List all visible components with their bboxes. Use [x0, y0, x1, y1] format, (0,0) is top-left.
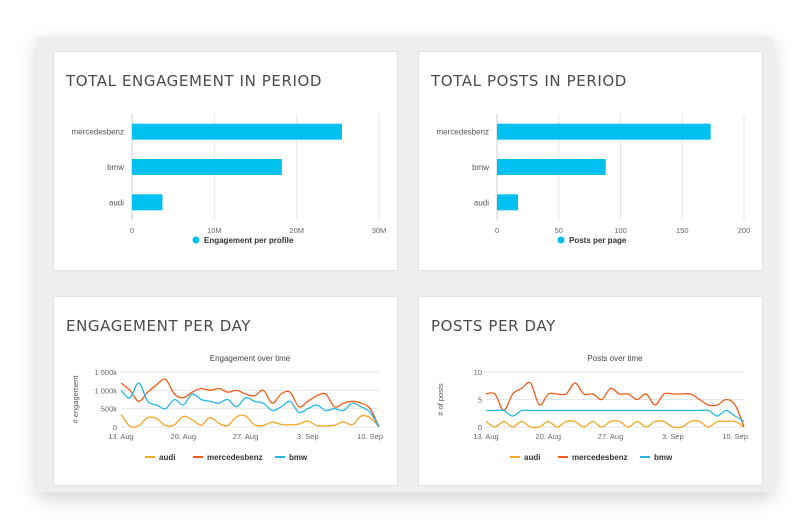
engagement-line-chart: Engagement over time 0 500k 1 000k 1 500k # e…	[71, 354, 383, 462]
x-tick-label: 27. Aug	[233, 432, 258, 441]
total-posts-panel: TOTAL POSTS IN PERIOD 0 50 100 150 200 merced…	[418, 51, 763, 271]
series-line-mercedesbenz	[120, 378, 380, 428]
legend-marker	[557, 236, 565, 244]
legend-marker	[192, 236, 200, 244]
x-tick-label: 100	[614, 226, 627, 235]
legend-label: bmw	[654, 453, 673, 462]
x-tick-label: 10. Sep	[357, 432, 383, 441]
legend-label: Engagement per profile	[204, 236, 294, 245]
bar	[132, 123, 342, 140]
posts-line-chart: Posts over time 0 5 10 # of posts 13. Aug 20. …	[436, 354, 748, 462]
legend-label: bmw	[289, 453, 308, 462]
category-label: audi	[109, 198, 124, 207]
category-label: bmw	[472, 163, 489, 172]
legend-label: mercedesbenz	[572, 453, 628, 462]
x-tick-label: 13. Aug	[473, 432, 498, 441]
engagement-bar-chart: 0 10M 20M 30M mercedesbenz bmw audi Engagement …	[72, 114, 387, 245]
x-tick-label: 3. Sep	[297, 432, 319, 441]
legend-label: mercedesbenz	[207, 453, 263, 462]
bar	[497, 159, 606, 175]
legend-label: audi	[159, 453, 175, 462]
legend-label: audi	[524, 453, 540, 462]
bar	[497, 123, 711, 140]
posts-bar-chart: 0 50 100 150 200 mercedesbenz bmw audi Posts per…	[437, 114, 751, 245]
category-label: bmw	[107, 163, 124, 172]
x-tick-label: 20M	[289, 226, 304, 235]
series-line-audi	[485, 420, 745, 429]
bar	[132, 194, 163, 211]
y-tick-label: 500k	[101, 405, 118, 414]
x-tick-label: 200	[738, 226, 751, 235]
x-tick-label: 0	[130, 226, 134, 235]
category-label: mercedesbenz	[437, 128, 489, 137]
y-axis-label: # of posts	[436, 383, 445, 416]
y-tick-label: 0	[113, 423, 117, 432]
x-tick-label: 10. Sep	[722, 432, 748, 441]
series-line-mercedesbenz	[485, 381, 745, 428]
y-tick-label: 0	[478, 423, 482, 432]
category-label: audi	[474, 198, 489, 207]
x-tick-label: 13. Aug	[108, 432, 133, 441]
x-tick-label: 3. Sep	[662, 432, 684, 441]
category-label: mercedesbenz	[72, 128, 124, 137]
x-tick-label: 10M	[207, 226, 222, 235]
panel-title: ENGAGEMENT PER DAY	[66, 317, 252, 335]
panel-title: TOTAL POSTS IN PERIOD	[431, 72, 627, 90]
bar	[132, 159, 282, 175]
total-engagement-panel: TOTAL ENGAGEMENT IN PERIOD 0 10M 20M 30M mer…	[53, 51, 398, 271]
y-tick-label: 1 000k	[94, 386, 117, 395]
posts-per-day-panel: POSTS PER DAY Posts over time 0 5 10 # of po…	[418, 296, 763, 486]
panel-title: TOTAL ENGAGEMENT IN PERIOD	[66, 72, 323, 90]
x-tick-label: 27. Aug	[598, 432, 623, 441]
bar	[497, 194, 518, 211]
chart-title: Engagement over time	[210, 354, 291, 363]
series-line-bmw	[120, 382, 380, 428]
engagement-per-day-panel: ENGAGEMENT PER DAY Engagement over time 0…	[53, 296, 398, 486]
y-tick-label: 10	[474, 368, 482, 377]
chart-title: Posts over time	[587, 354, 643, 363]
panel-title: POSTS PER DAY	[431, 317, 556, 335]
series-line-bmw	[485, 409, 745, 423]
x-tick-label: 0	[495, 226, 499, 235]
series-line-audi	[120, 413, 380, 428]
x-tick-label: 50	[555, 226, 563, 235]
x-tick-label: 20. Aug	[536, 432, 561, 441]
legend-label: Posts per page	[569, 236, 627, 245]
x-tick-label: 150	[676, 226, 689, 235]
y-tick-label: 5	[478, 396, 482, 405]
x-tick-label: 20. Aug	[171, 432, 196, 441]
dashboard: TOTAL ENGAGEMENT IN PERIOD 0 10M 20M 30M mer…	[37, 37, 773, 492]
x-tick-label: 30M	[372, 226, 387, 235]
y-axis-label: # engagement	[71, 375, 80, 424]
y-tick-label: 1 500k	[94, 368, 117, 377]
